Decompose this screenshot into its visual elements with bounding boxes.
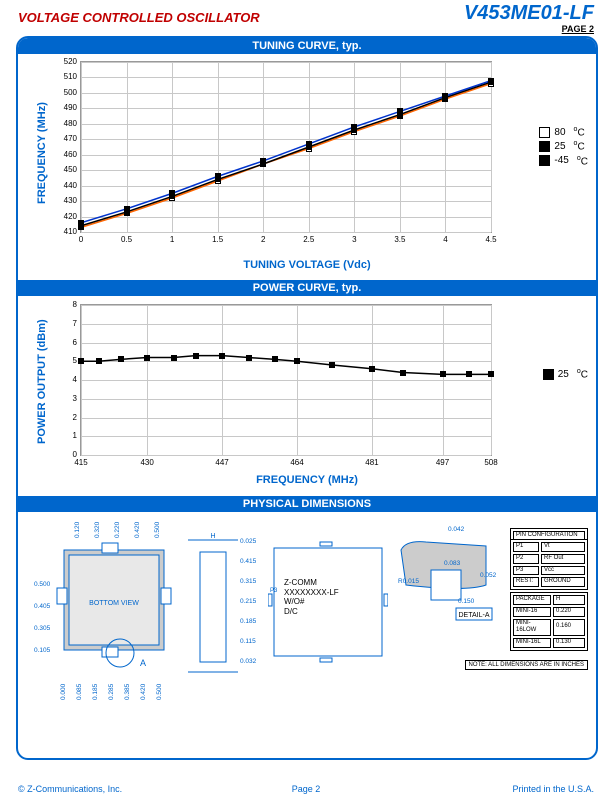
- product-title: VOLTAGE CONTROLLED OSCILLATOR: [18, 10, 260, 25]
- power-chart: POWER OUTPUT (dBm) 012345678415430447464…: [18, 296, 596, 496]
- package-table: PACKAGEHMINI-160.220MINI-16LOW0.160MINI-…: [510, 592, 588, 651]
- power-banner: POWER CURVE, typ.: [18, 280, 596, 296]
- tuning-legend: 80oC 25oC -45oC: [539, 124, 588, 169]
- legend-item: -45oC: [539, 155, 588, 167]
- dims-area: BOTTOM VIEW A 0.1050.3050.4050.500 0.000…: [18, 512, 596, 758]
- tuning-banner: TUNING CURVE, typ.: [18, 38, 596, 54]
- svg-text:DETAIL-A: DETAIL-A: [459, 612, 490, 619]
- svg-text:BOTTOM VIEW: BOTTOM VIEW: [89, 600, 139, 607]
- chip-wo: W/O#: [284, 597, 339, 607]
- page-number-top: PAGE 2: [562, 24, 594, 34]
- legend-item: 25oC: [543, 368, 588, 380]
- chip-brand: Z-COMM: [284, 578, 339, 588]
- page-header: VOLTAGE CONTROLLED OSCILLATOR V453ME01-L…: [0, 0, 612, 40]
- bottom-view-drawing: BOTTOM VIEW A: [54, 540, 174, 670]
- svg-text:A: A: [140, 658, 146, 668]
- svg-text:H: H: [210, 533, 215, 540]
- main-frame: TUNING CURVE, typ. FREQUENCY (MHz) 41042…: [16, 36, 598, 760]
- pin-rows: P1VtP2RF OutP3VccREST:GROUND: [510, 539, 588, 590]
- dims-note: NOTE: ALL DIMENSIONS ARE IN INCHES: [465, 660, 588, 670]
- legend-item: 80oC: [539, 126, 588, 138]
- power-xlabel: FREQUENCY (MHz): [18, 474, 596, 486]
- chip-dc: D/C: [284, 607, 339, 617]
- footer-printed: Printed in the U.S.A.: [512, 784, 594, 794]
- svg-text:P3: P3: [270, 588, 278, 594]
- tuning-xlabel: TUNING VOLTAGE (Vdc): [18, 259, 596, 271]
- tuning-plot: 41042043044045046047048049050051052000.5…: [80, 61, 492, 233]
- power-legend: 25oC: [543, 366, 588, 382]
- legend-item: 25oC: [539, 140, 588, 152]
- part-number: V453ME01-LF: [464, 2, 594, 25]
- dims-banner: PHYSICAL DIMENSIONS: [18, 496, 596, 512]
- power-plot: 012345678415430447464481497508: [80, 304, 492, 456]
- chip-partnum: XXXXXXXX-LF: [284, 588, 339, 598]
- side-view-drawing: H: [188, 532, 238, 677]
- tuning-chart: FREQUENCY (MHz) 410420430440450460470480…: [18, 54, 596, 280]
- footer-page: Page 2: [18, 784, 594, 794]
- chip-text: Z-COMM XXXXXXXX-LF W/O# D/C: [284, 578, 339, 616]
